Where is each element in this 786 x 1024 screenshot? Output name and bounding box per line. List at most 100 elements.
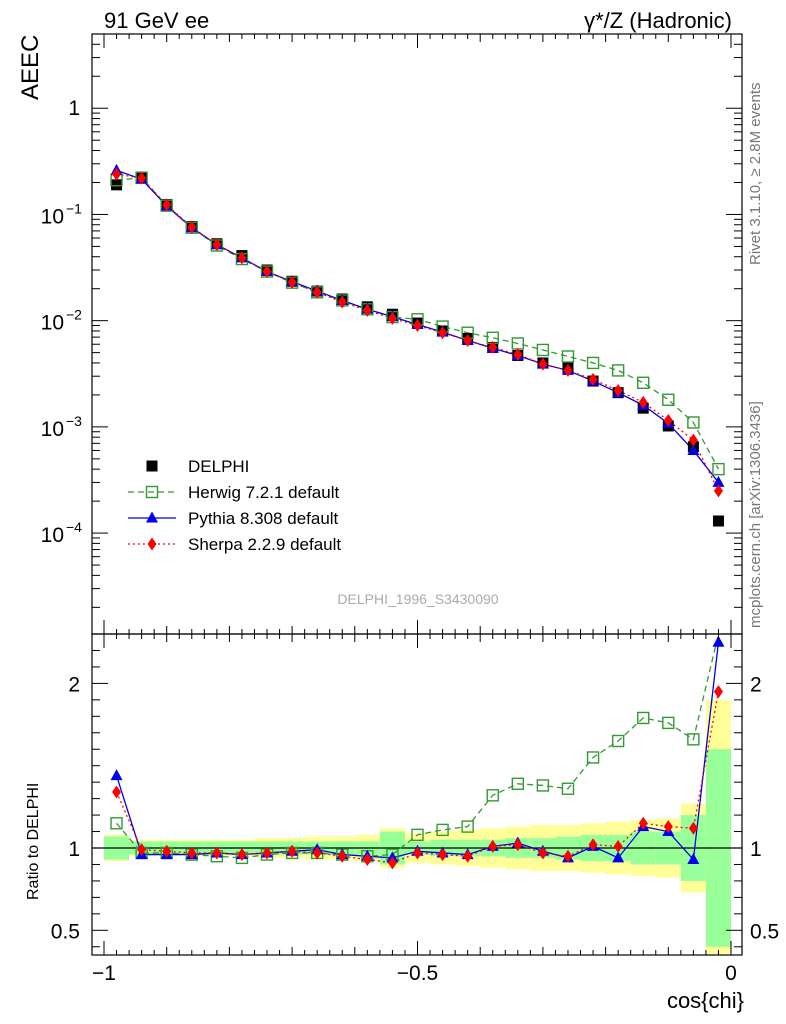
y-tick-exponent: −3 bbox=[66, 413, 82, 429]
sherpa-ratio-point bbox=[162, 844, 172, 858]
sherpa-ratio-point bbox=[137, 843, 147, 857]
analysis-label: DELPHI_1996_S3430090 bbox=[337, 591, 498, 607]
sherpa-ratio-point bbox=[613, 839, 623, 853]
legend: DELPHI Herwig 7.2.1 default Pythia 8.308 d… bbox=[128, 457, 341, 554]
herwig-ratio-point bbox=[611, 734, 625, 748]
sherpa-point bbox=[237, 251, 247, 265]
herwig-point bbox=[662, 393, 675, 406]
sherpa-point bbox=[538, 357, 548, 371]
data-markers bbox=[110, 163, 725, 870]
sherpa-ratio-point bbox=[513, 838, 523, 852]
sherpa-ratio-point bbox=[663, 820, 673, 834]
sherpa-ratio-point bbox=[337, 849, 347, 863]
sherpa-point bbox=[212, 238, 222, 252]
sherpa-point bbox=[162, 198, 172, 212]
x-tick-label: 0 bbox=[725, 962, 737, 985]
sherpa-ratio-point bbox=[588, 838, 598, 852]
sherpa-point bbox=[613, 384, 623, 398]
herwig-point bbox=[712, 462, 725, 476]
pythia-ratio-point bbox=[712, 635, 725, 647]
sherpa-point bbox=[513, 348, 523, 362]
sherpa-ratio-point bbox=[112, 785, 122, 799]
delphi-point bbox=[111, 179, 123, 191]
herwig-ratio-point bbox=[511, 777, 525, 790]
y-tick-label: 10 bbox=[41, 524, 64, 547]
herwig-ratio-point bbox=[586, 751, 600, 764]
sherpa-point bbox=[463, 334, 473, 348]
ratio-y-tick-label: 1 bbox=[68, 838, 80, 861]
herwig-ratio-point bbox=[536, 779, 550, 792]
ratio-y-tick-label: 0.5 bbox=[51, 920, 80, 943]
sherpa-legend-marker bbox=[147, 537, 157, 551]
sherpa-ratio-point bbox=[237, 848, 247, 862]
sherpa-ratio-point bbox=[262, 846, 272, 860]
sherpa-ratio-point bbox=[563, 849, 573, 863]
mcplots-label: mcplots.cern.ch [arXiv:1306.3436] bbox=[747, 401, 764, 628]
herwig-ratio-point bbox=[561, 782, 575, 795]
herwig-ratio-point bbox=[662, 716, 675, 730]
herwig-ratio-point bbox=[486, 789, 499, 802]
herwig-ratio-point bbox=[637, 711, 650, 725]
rivet-label: Rivet 3.1.10, ≥ 2.8M events bbox=[747, 83, 764, 266]
sherpa-ratio-point bbox=[212, 846, 222, 860]
x-tick-label: −1 bbox=[92, 962, 116, 985]
herwig-point bbox=[637, 376, 650, 390]
sherpa-point bbox=[387, 311, 397, 325]
sherpa-point bbox=[262, 265, 272, 279]
delphi-legend-label: DELPHI bbox=[188, 457, 249, 476]
herwig-ratio-point bbox=[411, 828, 424, 842]
herwig-point bbox=[687, 416, 700, 429]
sherpa-point bbox=[638, 395, 648, 409]
sherpa-point bbox=[588, 372, 598, 386]
pythia-ratio-point bbox=[110, 769, 123, 781]
sherpa-point bbox=[187, 220, 197, 234]
sherpa-point bbox=[563, 363, 573, 377]
y-tick-exponent: −4 bbox=[66, 519, 82, 535]
pythia-legend-marker bbox=[146, 511, 158, 523]
herwig-ratio-point bbox=[436, 823, 449, 837]
delphi-legend-marker bbox=[146, 460, 158, 472]
y-tick-label: 10 bbox=[41, 312, 64, 335]
herwig-ratio-point bbox=[461, 820, 474, 833]
pythia-point bbox=[687, 443, 700, 455]
sherpa-point bbox=[312, 285, 322, 299]
sherpa-point bbox=[287, 275, 297, 289]
sherpa-ratio-point bbox=[387, 856, 397, 870]
herwig-legend-marker bbox=[145, 485, 159, 499]
pythia-point bbox=[712, 475, 725, 487]
sherpa-ratio-point bbox=[688, 821, 698, 835]
herwig-ratio-point bbox=[110, 817, 123, 830]
x-axis-label: cos{chi} bbox=[667, 988, 744, 1013]
herwig-point bbox=[536, 343, 550, 357]
pythia-ratio-point bbox=[612, 851, 625, 863]
herwig-point bbox=[561, 350, 575, 363]
sherpa-ratio-point bbox=[488, 839, 498, 853]
sherpa-point bbox=[663, 413, 673, 427]
delphi-point bbox=[712, 515, 724, 527]
herwig-point bbox=[586, 356, 600, 370]
sherpa-ratio-point bbox=[438, 848, 448, 862]
sherpa-ratio-point bbox=[463, 849, 473, 863]
y-tick-exponent: −1 bbox=[66, 200, 82, 216]
ratio-y-tick-label-right: 1 bbox=[750, 838, 762, 861]
sherpa-point bbox=[413, 319, 422, 333]
header-right-title: γ*/Z (Hadronic) bbox=[584, 8, 732, 33]
ratio-y-tick-label: 2 bbox=[68, 673, 80, 696]
x-tick-label: −0.5 bbox=[397, 962, 438, 985]
sherpa-ratio-point bbox=[538, 846, 548, 860]
herwig-point bbox=[611, 364, 625, 377]
sherpa-point bbox=[488, 340, 498, 354]
y-tick-exponent: −2 bbox=[66, 307, 82, 323]
sherpa-point bbox=[137, 171, 147, 185]
sherpa-point bbox=[688, 433, 698, 447]
sherpa-point bbox=[713, 484, 723, 498]
sherpa-legend-label: Sherpa 2.2.9 default bbox=[188, 535, 341, 554]
header-left-title: 91 GeV ee bbox=[104, 8, 209, 33]
sherpa-ratio-point bbox=[638, 816, 648, 830]
y-tick-label: 1 bbox=[68, 97, 80, 120]
sherpa-point bbox=[362, 303, 372, 317]
sherpa-point bbox=[337, 295, 347, 309]
ratio-y-tick-label-right: 0.5 bbox=[750, 920, 779, 943]
